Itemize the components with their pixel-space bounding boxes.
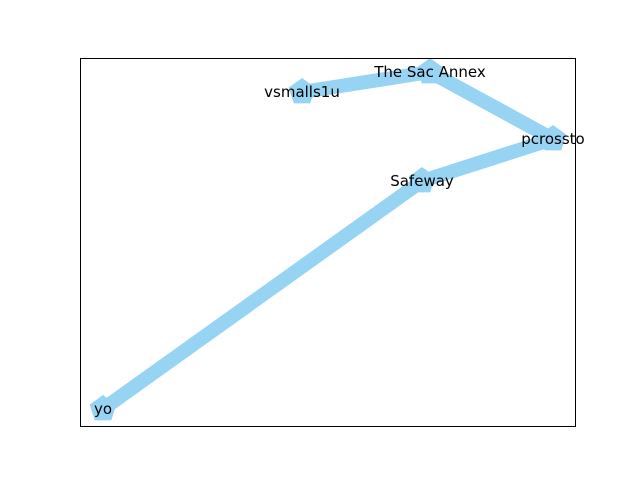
edge-the-sac-annex-pcrossto xyxy=(426,65,557,146)
node-yo: yo xyxy=(89,395,117,421)
node-safeway: Safeway xyxy=(390,167,454,193)
edge-safeway-yo xyxy=(98,175,427,415)
node-marker-vsmalls1u xyxy=(288,78,316,104)
node-marker-yo xyxy=(89,395,117,421)
node-marker-safeway xyxy=(408,167,436,193)
node-marker-pcrossto xyxy=(539,125,567,151)
node-vsmalls1u: vsmalls1u xyxy=(264,78,340,104)
node-the-sac-annex: The Sac Annex xyxy=(373,58,486,84)
edge-pcrossto-safeway xyxy=(419,132,556,188)
node-label-pcrossto: pcrossto xyxy=(521,130,584,148)
edges-layer xyxy=(98,65,557,415)
node-label-yo: yo xyxy=(94,400,112,418)
node-pcrossto: pcrossto xyxy=(521,125,585,151)
node-marker-the-sac-annex xyxy=(416,58,444,84)
nodes-layer: vsmalls1u The Sac Annex pcrossto Safeway yo xyxy=(89,58,585,421)
plot-frame xyxy=(80,58,576,427)
edge-vsmalls1u-the-sac-annex xyxy=(300,65,432,99)
node-label-safeway: Safeway xyxy=(390,172,454,190)
node-label-vsmalls1u: vsmalls1u xyxy=(264,83,340,101)
node-label-the-sac-annex: The Sac Annex xyxy=(373,63,486,81)
